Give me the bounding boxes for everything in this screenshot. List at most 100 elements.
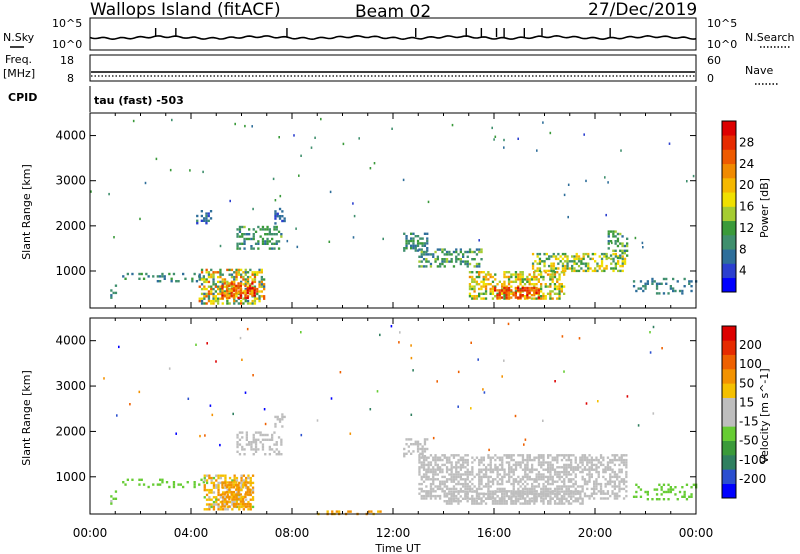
power-point [203,285,206,288]
velocity-point [521,502,524,505]
velocity-point [530,492,534,496]
velocity-point [300,331,302,334]
velocity-point [618,487,621,491]
velocity-point [491,468,495,471]
velocity-point [646,493,649,496]
velocity-point [436,466,439,469]
power-point [571,260,574,263]
power-point [584,262,588,265]
power-point [526,280,529,283]
velocity-point [436,456,439,459]
power-point [423,242,427,245]
velocity-point [662,490,666,494]
velocity-point [588,458,591,462]
velocity-point [620,461,623,464]
power-point [263,297,266,300]
power-point [626,249,629,252]
power-point [566,264,569,268]
velocity-point [688,495,691,498]
velocity-point [565,466,568,469]
velocity-point [586,456,589,459]
velocity-point [205,488,209,492]
velocity-point [193,483,196,486]
velocity-point [583,478,587,481]
velocity-point [478,461,481,464]
power-point [232,294,236,297]
velocity-point [567,485,570,488]
velocity-point [432,487,435,491]
power-point [253,285,257,288]
velocity-point [259,431,262,434]
velocity-point [172,481,176,484]
power-point [616,244,620,248]
velocity-point [466,497,469,500]
power-point [530,278,534,281]
velocity-point [521,454,525,457]
velocity-point [558,487,561,491]
power-point [478,262,481,266]
power-point [450,253,453,256]
power-point [478,271,481,274]
velocity-point [496,490,499,493]
velocity-point [565,487,568,491]
velocity-point [237,486,240,489]
velocity-point [540,473,543,476]
velocity-point [514,502,518,505]
power-point [207,285,211,288]
velocity-point [517,494,520,498]
power-point [503,280,506,283]
power-point [507,283,511,286]
velocity-point [434,478,437,481]
velocity-point [261,443,265,446]
power-point [232,296,236,300]
power-point [507,294,511,297]
power-point [450,260,453,263]
power-point [603,255,606,258]
velocity-point [473,458,476,462]
power-point [498,294,501,297]
velocity-point [551,478,554,481]
velocity-point [599,461,603,464]
power-point [459,248,462,251]
velocity-point [257,438,260,441]
velocity-point [421,455,424,458]
velocity-point [273,450,276,453]
velocity-point [235,500,239,504]
velocity-point [448,502,451,505]
velocity-point [565,500,568,503]
velocity-point [531,478,534,481]
power-point [605,257,608,261]
velocity-point [254,438,258,441]
velocity-point [478,470,481,474]
power-point [514,278,518,281]
velocity-point [159,483,162,486]
power-point [639,280,643,283]
power-point [223,282,226,285]
velocity-point [264,438,267,441]
velocity-point [570,468,573,471]
power-point [510,280,513,283]
velocity-point [277,436,281,439]
power-point [503,138,505,142]
velocity-point [581,475,584,479]
velocity-point [602,490,605,493]
velocity-point [212,496,216,499]
power-point [543,252,546,256]
power-point [248,228,251,231]
velocity-point [407,450,410,453]
velocity-point [422,463,426,467]
velocity-point [609,468,612,471]
velocity-point [418,487,421,491]
power-point [202,275,205,278]
power-point [241,233,244,236]
xaxis-label: Time UT [374,542,420,554]
power-point [266,240,269,243]
velocity-point [219,443,221,447]
power-point [563,271,566,274]
power-point [582,269,585,273]
power-point [528,280,531,283]
velocity-point [429,487,433,491]
power-point [238,235,242,238]
velocity-point [208,474,211,477]
power-point [512,291,515,294]
